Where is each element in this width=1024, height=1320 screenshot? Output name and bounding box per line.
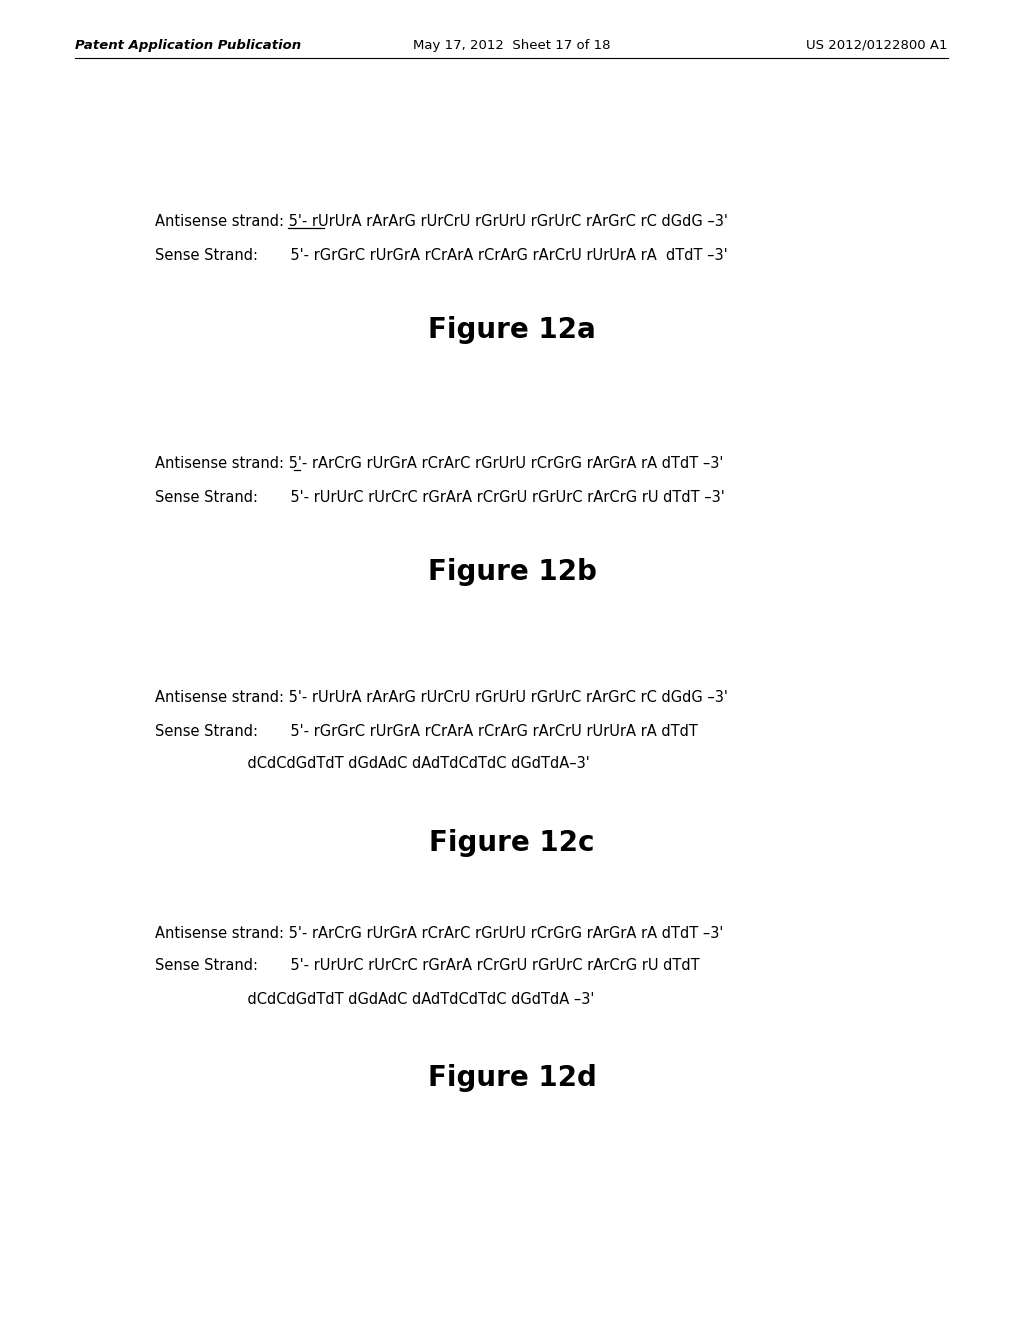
Text: Sense Strand:       5'- rGrGrC rUrGrA rCrArA rCrArG rArCrU rUrUrA rA  dTdT –3': Sense Strand: 5'- rGrGrC rUrGrA rCrArA r… (155, 248, 728, 263)
Text: Sense Strand:       5'- rGrGrC rUrGrA rCrArA rCrArG rArCrU rUrUrA rA dTdT: Sense Strand: 5'- rGrGrC rUrGrA rCrArA r… (155, 723, 698, 738)
Text: Sense Strand:       5'- rUrUrC rUrCrC rGrArA rCrGrU rGrUrC rArCrG rU dTdT –3': Sense Strand: 5'- rUrUrC rUrCrC rGrArA r… (155, 490, 725, 504)
Text: Antisense strand: 5'- rArCrG rUrGrA rCrArC rGrUrU rCrGrG rArGrA rA dTdT –3': Antisense strand: 5'- rArCrG rUrGrA rCrA… (155, 925, 723, 940)
Text: dCdCdGdTdT dGdAdC dAdTdCdTdC dGdTdA –3': dCdCdGdTdT dGdAdC dAdTdCdTdC dGdTdA –3' (155, 991, 594, 1006)
Text: Figure 12a: Figure 12a (428, 315, 596, 345)
Text: dCdCdGdTdT dGdAdC dAdTdCdTdC dGdTdA–3': dCdCdGdTdT dGdAdC dAdTdCdTdC dGdTdA–3' (155, 756, 590, 771)
Text: Antisense strand: 5'- rUrUrA rArArG rUrCrU rGrUrU rGrUrC rArGrC rC dGdG –3': Antisense strand: 5'- rUrUrA rArArG rUrC… (155, 214, 728, 230)
Text: May 17, 2012  Sheet 17 of 18: May 17, 2012 Sheet 17 of 18 (414, 38, 610, 51)
Text: Sense Strand:       5'- rUrUrC rUrCrC rGrArA rCrGrU rGrUrC rArCrG rU dTdT: Sense Strand: 5'- rUrUrC rUrCrC rGrArA r… (155, 958, 699, 974)
Text: Patent Application Publication: Patent Application Publication (75, 38, 301, 51)
Text: Figure 12b: Figure 12b (428, 558, 596, 586)
Text: Antisense strand: 5'- rUrUrA rArArG rUrCrU rGrUrU rGrUrC rArGrC rC dGdG –3': Antisense strand: 5'- rUrUrA rArArG rUrC… (155, 690, 728, 705)
Text: US 2012/0122800 A1: US 2012/0122800 A1 (807, 38, 948, 51)
Text: Figure 12d: Figure 12d (428, 1064, 596, 1092)
Text: Figure 12c: Figure 12c (429, 829, 595, 857)
Text: Antisense strand: 5'- rArCrG rUrGrA rCrArC rGrUrU rCrGrG rArGrA rA dTdT –3': Antisense strand: 5'- rArCrG rUrGrA rCrA… (155, 457, 723, 471)
